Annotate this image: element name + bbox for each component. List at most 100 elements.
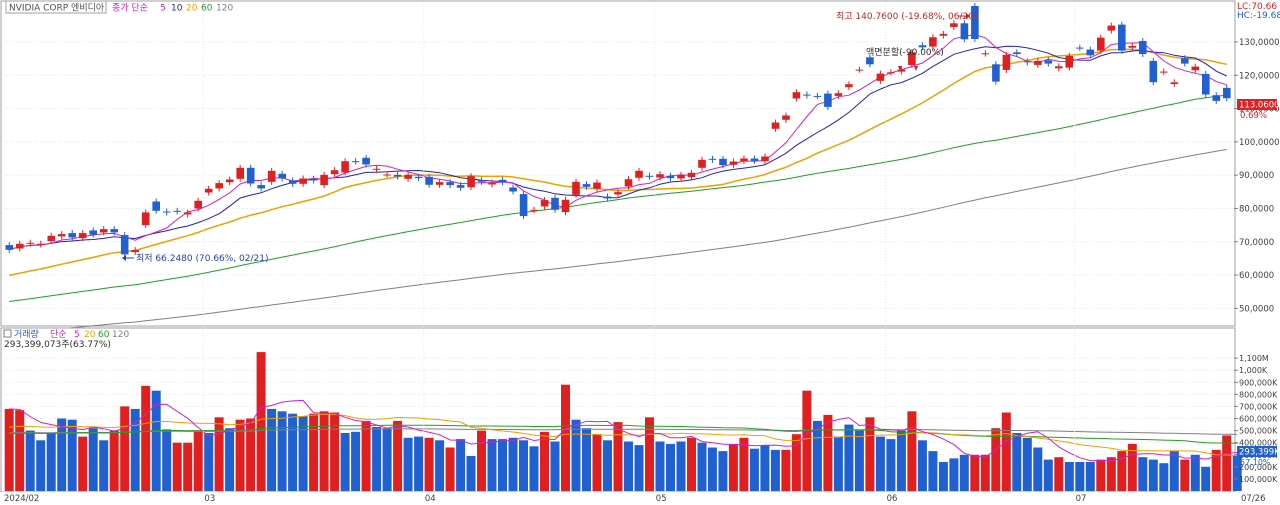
candle-body: [509, 187, 517, 192]
price-tick-label: 60,0000: [1239, 271, 1274, 281]
candle-body: [981, 53, 990, 55]
volume-bar: [267, 408, 277, 491]
hc-label: HC:-19.68: [1237, 11, 1280, 21]
volume-title: 거래량: [14, 328, 39, 340]
volume-bar: [183, 442, 193, 491]
volume-bar: [634, 445, 644, 491]
candle-body: [141, 212, 150, 226]
symbol-title: NVIDIA CORP 엔비디아: [9, 3, 105, 14]
volume-bar: [298, 416, 308, 491]
volume-bar: [865, 417, 875, 491]
volume-tick-label: 1,100M: [1239, 354, 1269, 363]
candle-body: [782, 115, 790, 120]
volume-bar: [109, 430, 119, 491]
volume-bar: [812, 420, 822, 491]
volume-bar: [791, 434, 801, 491]
volume-bar: [886, 439, 896, 491]
x-axis: 2024/02 03 04 05 06 07 07/26: [4, 2, 1266, 504]
volume-bar: [435, 440, 445, 491]
ma-legend-120: 120: [216, 4, 233, 14]
current-price: 113.0600: [1239, 101, 1280, 111]
symbol-box[interactable]: [5, 0, 107, 14]
candle-body: [257, 185, 265, 189]
candle-body: [992, 64, 1000, 82]
candle-body: [236, 167, 244, 179]
candle-body: [614, 192, 622, 195]
candle-body: [488, 182, 496, 185]
candle-body: [37, 243, 45, 245]
volume-bar: [508, 437, 518, 491]
volume-bar: [1232, 455, 1242, 491]
candle-body: [1055, 66, 1063, 69]
vol-ma20-path: [9, 413, 1238, 457]
ma-legend-5: 5: [160, 4, 166, 14]
candle-body: [1128, 46, 1137, 48]
volume-bar: [917, 440, 927, 491]
candle-body: [1076, 47, 1084, 49]
vol-ma-120: 120: [112, 330, 129, 340]
price-tick-label: 120,0000: [1239, 71, 1280, 81]
candle-body: [1202, 73, 1210, 95]
candle-body: [771, 122, 780, 129]
volume-tick-label: 800,000K: [1239, 390, 1278, 399]
volume-bar: [361, 420, 371, 491]
ma-legend-20: 20: [186, 4, 198, 14]
volume-bar: [624, 441, 633, 491]
volume-bar: [288, 413, 298, 491]
candle-body: [645, 175, 654, 177]
candle-body: [1023, 61, 1032, 63]
volume-bar: [949, 458, 959, 491]
candle-body: [351, 161, 360, 163]
candle-body: [47, 235, 56, 242]
high-arrow-head: [966, 13, 970, 19]
candle-body: [1223, 87, 1231, 99]
vol-ma-prefix: 단순: [50, 329, 67, 340]
candle-body: [908, 52, 916, 65]
x-axis-label: 07: [1076, 494, 1087, 504]
volume-bar: [1033, 447, 1043, 491]
candle-body: [5, 245, 14, 250]
candle-body: [572, 181, 580, 195]
volume-bar: [204, 433, 214, 491]
candle-body: [162, 211, 171, 213]
volume-bar: [928, 451, 938, 491]
candle-body: [99, 229, 108, 233]
candle-body: [498, 179, 507, 183]
candle-body: [656, 174, 664, 178]
candle-body: [1034, 60, 1042, 65]
candle-body: [824, 93, 832, 107]
volume-tick-label: 1,000K: [1239, 366, 1268, 375]
candle-body: [1065, 55, 1074, 68]
candle-body: [383, 174, 391, 176]
volume-bar: [1054, 457, 1064, 491]
candle-body: [603, 196, 612, 199]
candle-body: [120, 235, 129, 255]
candle-body: [330, 170, 339, 175]
candle-body: [1097, 37, 1105, 51]
candle-body: [89, 230, 97, 235]
volume-tick-label: 700,000K: [1239, 402, 1278, 411]
volume-bar: [938, 462, 948, 491]
volume-toggle-box[interactable]: [3, 329, 12, 338]
volume-bar: [1001, 412, 1011, 491]
volume-bar: [15, 410, 25, 491]
candle-body: [246, 167, 255, 184]
volume-bar: [655, 441, 665, 491]
split-marker-1: [898, 66, 902, 71]
candle-body: [698, 159, 706, 168]
ma60-line: [9, 94, 1227, 302]
price-panel-frame: [0, 0, 1236, 327]
candle-body: [855, 69, 864, 71]
candle-body: [960, 23, 969, 40]
volume-bar: [854, 430, 864, 491]
candle-body: [540, 200, 549, 207]
volume-bar: [445, 447, 455, 491]
current-volume-sub: 57.10%: [1240, 458, 1271, 467]
volume-info: 293,399,073주(63.77%): [4, 339, 111, 350]
volume-bar: [246, 418, 256, 491]
candle-body: [593, 182, 601, 189]
x-axis-label: 03: [204, 494, 215, 504]
volume-bar: [676, 441, 686, 491]
candle-body: [435, 182, 444, 185]
